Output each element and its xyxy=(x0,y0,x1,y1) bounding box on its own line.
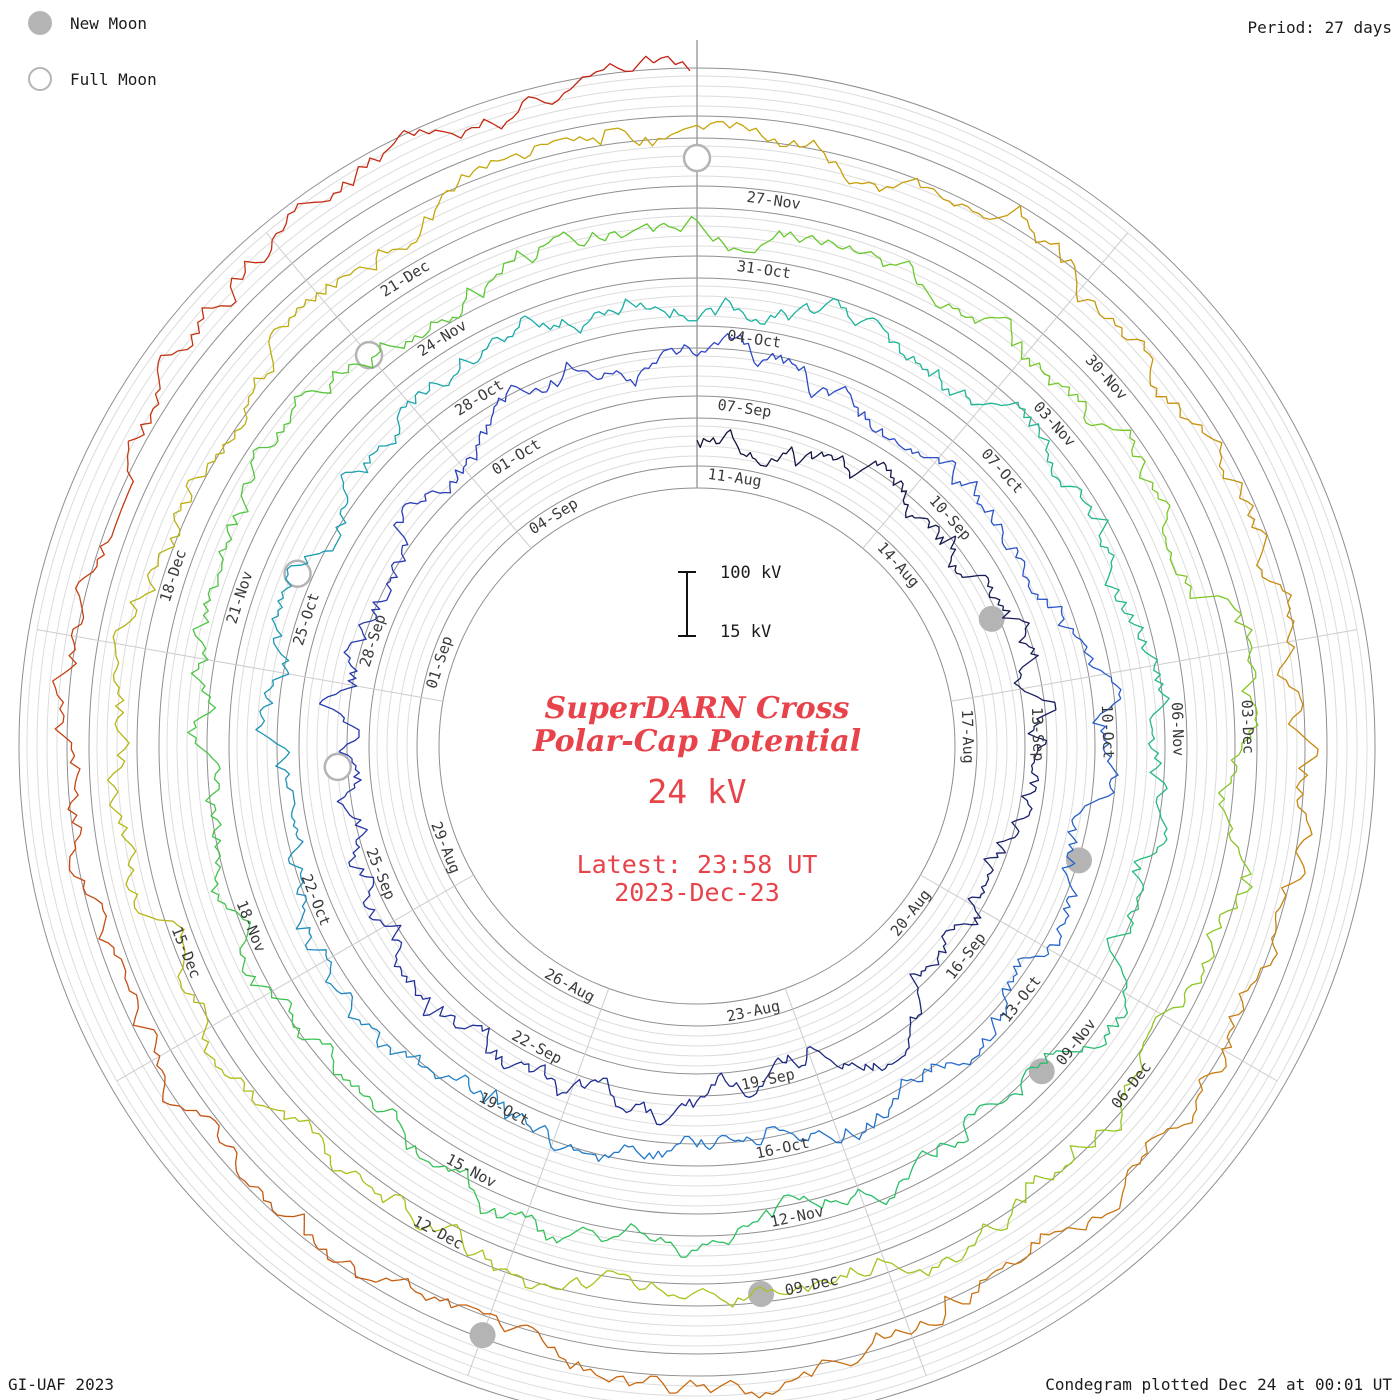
latest-time: Latest: 23:58 UT xyxy=(576,850,818,879)
svg-text:11-Aug: 11-Aug xyxy=(707,465,763,490)
moon-legend: New Moon Full Moon xyxy=(28,8,157,120)
svg-text:17-Aug: 17-Aug xyxy=(958,709,978,764)
svg-text:18-Nov: 18-Nov xyxy=(233,898,270,955)
full-moon-icon xyxy=(28,67,52,91)
full-moon-label: Full Moon xyxy=(70,69,157,89)
center-annotation: SuperDARN Cross Polar-Cap Potential 24 k… xyxy=(417,692,977,907)
svg-text:13-Sep: 13-Sep xyxy=(1028,707,1048,762)
legend-full-moon: Full Moon xyxy=(28,64,157,94)
svg-text:22-Oct: 22-Oct xyxy=(297,872,334,929)
svg-text:27-Nov: 27-Nov xyxy=(746,188,802,213)
legend-new-moon: New Moon xyxy=(28,8,157,38)
plotted-timestamp: Condegram plotted Dec 24 at 00:01 UT xyxy=(1045,1375,1392,1394)
svg-text:15-Dec: 15-Dec xyxy=(168,924,205,981)
svg-text:07-Sep: 07-Sep xyxy=(716,396,772,421)
scale-bar-top-cap xyxy=(678,571,696,573)
svg-text:31-Oct: 31-Oct xyxy=(736,257,792,282)
credit-label: GI-UAF 2023 xyxy=(8,1375,114,1394)
scale-bottom-label: 15 kV xyxy=(720,622,772,642)
scale-bar-bottom-cap xyxy=(678,635,696,637)
radial-scale-bar xyxy=(678,571,696,637)
svg-text:04-Oct: 04-Oct xyxy=(726,326,782,351)
svg-text:16-Oct: 16-Oct xyxy=(754,1134,811,1163)
svg-text:01-Sep: 01-Sep xyxy=(422,634,456,691)
svg-text:25-Sep: 25-Sep xyxy=(362,845,399,902)
chart-title-line2: Polar-Cap Potential xyxy=(532,724,862,759)
svg-text:03-Dec: 03-Dec xyxy=(1238,699,1258,754)
svg-text:18-Dec: 18-Dec xyxy=(156,547,190,604)
svg-text:09-Dec: 09-Dec xyxy=(783,1271,840,1300)
new-moon-icon xyxy=(28,11,52,35)
period-label: Period: 27 days xyxy=(1247,18,1393,37)
latest-date: 2023-Dec-23 xyxy=(614,878,780,907)
new-moon-label: New Moon xyxy=(70,13,148,33)
svg-text:06-Nov: 06-Nov xyxy=(1168,702,1188,757)
chart-title-line1: SuperDARN Cross xyxy=(544,691,850,726)
svg-text:19-Sep: 19-Sep xyxy=(740,1065,797,1094)
svg-text:21-Nov: 21-Nov xyxy=(223,569,257,626)
svg-text:10-Oct: 10-Oct xyxy=(1098,704,1118,759)
svg-text:25-Oct: 25-Oct xyxy=(289,590,323,647)
current-value: 24 kV xyxy=(647,772,747,811)
scale-top-label: 100 kV xyxy=(720,563,782,583)
